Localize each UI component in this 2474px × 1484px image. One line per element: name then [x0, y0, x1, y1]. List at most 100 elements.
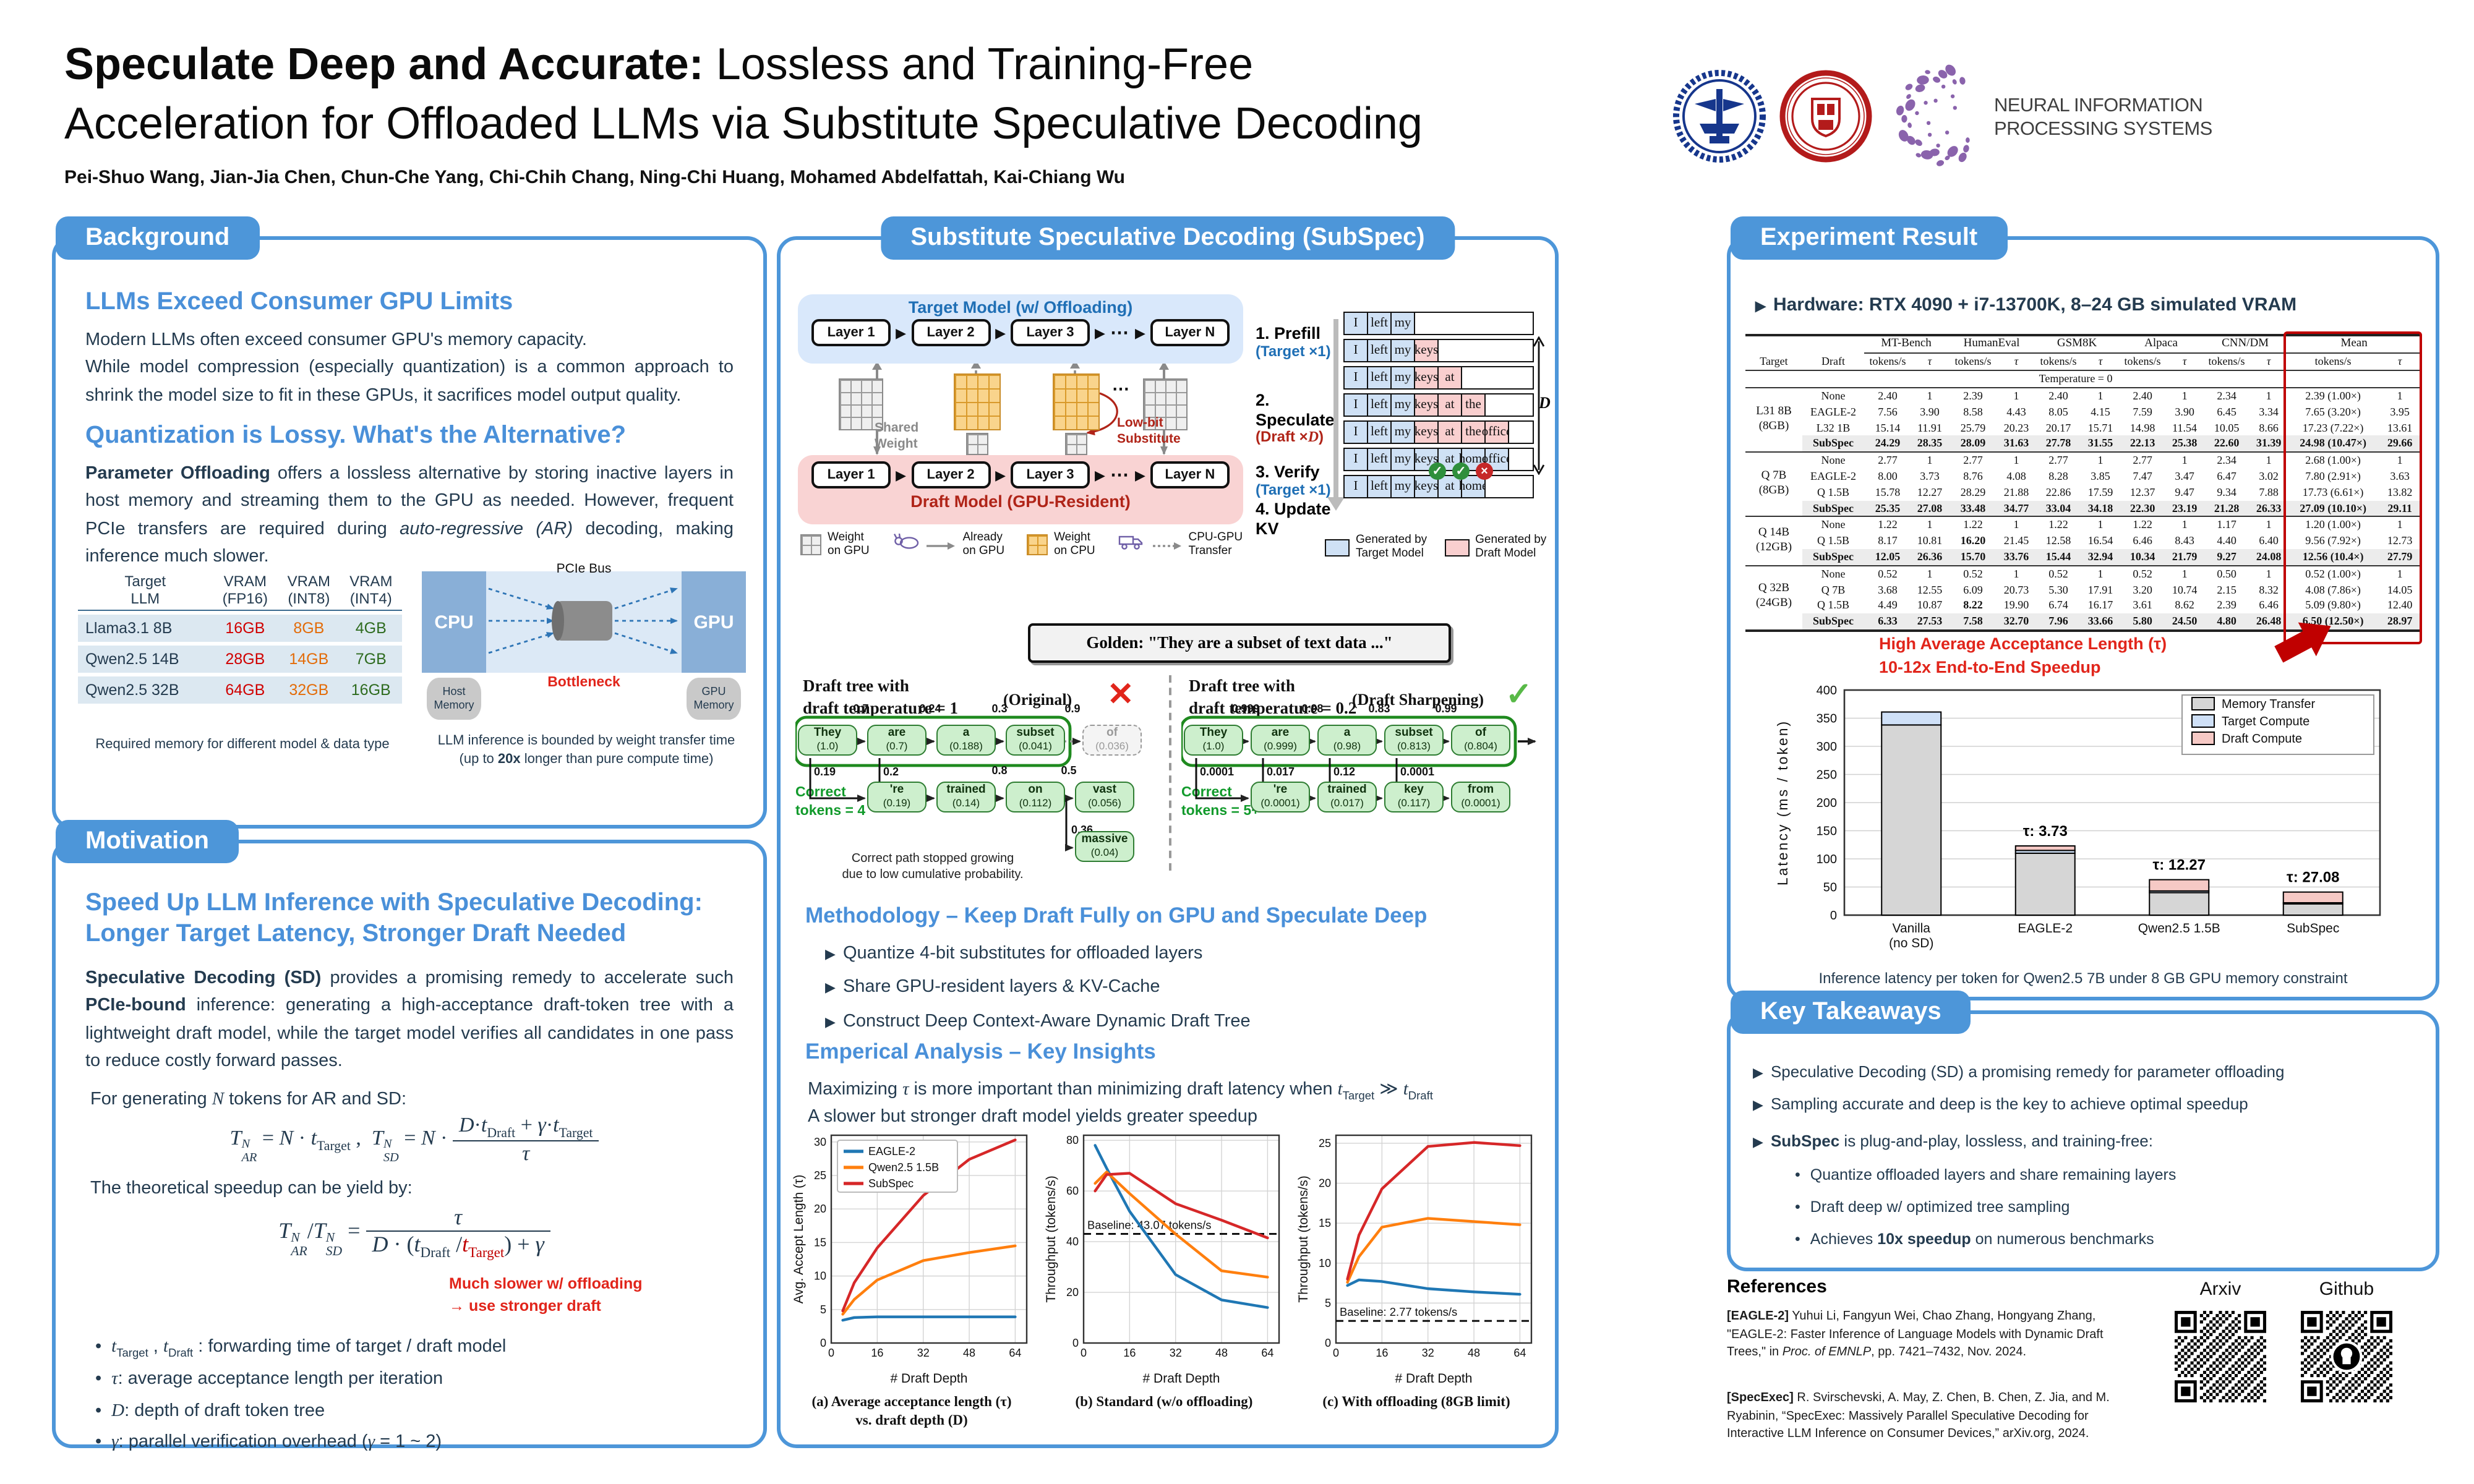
- token-cell: at: [1439, 394, 1462, 416]
- target-layer-n: Layer N: [1150, 319, 1230, 346]
- tree-node: They (1.0): [798, 725, 857, 756]
- result-cell: 9.34: [2217, 485, 2236, 498]
- token-cell: my: [1392, 367, 1415, 388]
- result-row: Q 1.5B 4.49 10.87 8.22 19.90 6.74 16.17 3.61 8.6…: [1745, 598, 2421, 614]
- reference-eagle2: [EAGLE-2] Yuhui Li, Fangyun Wei, Chao Zh…: [1727, 1310, 2104, 1359]
- ellipsis: ⋯: [1110, 323, 1130, 344]
- temperature-note: Temperature = 0: [1864, 370, 2288, 388]
- result-cell: 9.56 (7.92×): [2305, 534, 2361, 547]
- token-cell: my: [1392, 313, 1415, 334]
- token-cell: keys: [1415, 422, 1439, 443]
- result-cell: 31.63: [1998, 435, 2035, 453]
- token-cell: keys: [1415, 367, 1439, 388]
- result-row: Q 7B (8GB) None 2.77 1 2.77 1 2.77 1 2.77 1 2.34 1 2.…: [1745, 452, 2421, 497]
- subspec-panel: Substitute Speculative Decoding (SubSpec…: [777, 216, 1559, 1448]
- ellipsis: ⋯: [1110, 465, 1130, 486]
- result-cell: 1: [2097, 389, 2104, 402]
- result-cell: SubSpec: [1802, 500, 1864, 517]
- takeaway-sub-2: • Achieves 10x speedup on numerous benchm…: [1795, 1230, 2154, 1248]
- result-cell: 6.09: [1963, 583, 1983, 596]
- target-layer-3: Layer 3: [1011, 319, 1090, 346]
- svg-text:48: 48: [963, 1347, 975, 1359]
- takeaway-sub-1: • Draft deep w/ optimized tree sampling: [1795, 1198, 2070, 1216]
- arxiv-label: Arxiv: [2199, 1279, 2241, 1300]
- result-cell: 17.23 (7.22×): [2302, 421, 2364, 434]
- pcie-diagram-caption: LLM inference is bounded by weight trans…: [437, 733, 735, 767]
- takeaway-sub-0: • Quantize offloaded layers and share rem…: [1795, 1166, 2177, 1183]
- token-cell: I: [1345, 476, 1368, 497]
- tree-tag: (Draft Sharpening): [1352, 690, 1484, 709]
- result-cell: Q 1.5B: [1817, 599, 1849, 612]
- result-cell: 8.22: [1963, 599, 1983, 612]
- result-cell: 2.40: [1878, 389, 1898, 402]
- result-cell: 21.79: [2166, 548, 2204, 566]
- tree-node: are (0.999): [1251, 725, 1310, 756]
- svg-text:200: 200: [1817, 796, 1837, 810]
- neurips-text-1: NEURAL INFORMATION: [1994, 95, 2203, 116]
- tree-node: from (0.0001): [1451, 782, 1510, 813]
- result-cell: 8.00: [1878, 469, 1898, 482]
- result-row: Q 1.5B 8.17 10.81 16.20 21.45 12.58 16.54 6.46 8…: [1745, 533, 2421, 549]
- check-icon: ✓: [1505, 675, 1533, 712]
- result-cell: 8.05: [2048, 405, 2068, 418]
- result-cell: 22.30: [2119, 500, 2167, 517]
- result-cell: 26.33: [2250, 500, 2288, 517]
- svg-text:Throughput (tokens/s): Throughput (tokens/s): [1296, 1175, 1311, 1302]
- svg-text:32: 32: [1170, 1347, 1182, 1359]
- references-block: References [EAGLE-2] Yuhui Li, Fangyun W…: [1727, 1276, 2432, 1474]
- svg-text:Draft Compute: Draft Compute: [2222, 732, 2302, 746]
- draft-model-box: Layer 1 ▶ Layer 2 ▶ Layer 3 ▶ ⋯ ▶ Layer N Dr…: [798, 455, 1243, 524]
- red-note-line-1: Much slower w/ offloading: [449, 1275, 643, 1292]
- step-2: 2. Speculate (Draft ×D): [1256, 391, 1335, 446]
- result-row: EAGLE-2 7.56 3.90 8.58 4.43 8.05 4.15 7.59 3.90 6…: [1745, 404, 2421, 420]
- svg-text:0.2: 0.2: [883, 765, 899, 778]
- result-cell: 1.20 (1.00×): [2305, 518, 2361, 531]
- bullet-arrow-icon: ▶: [825, 1015, 836, 1030]
- result-cell: 1: [2266, 567, 2272, 580]
- svg-text:0.0001: 0.0001: [1400, 765, 1434, 778]
- result-cell: 27.53: [1911, 613, 1948, 631]
- token-cell: home: [1459, 476, 1487, 497]
- result-cell: 12.55: [1917, 583, 1943, 596]
- token-cell: my: [1392, 340, 1415, 361]
- takeaway-sub-text-0: Quantize offloaded layers and share rema…: [1810, 1166, 2177, 1183]
- empirical-heading: Emperical Analysis – Key Insights: [805, 1039, 1156, 1064]
- svg-text:20: 20: [1066, 1286, 1079, 1298]
- result-cell: 26.36: [1911, 548, 1948, 566]
- svg-text:0.12: 0.12: [1333, 765, 1355, 778]
- subspec-panel-title: Substitute Speculative Decoding (SubSpec…: [881, 216, 1455, 260]
- vram-row: Llama3.1 8B 16GB 8GB 4GB: [78, 614, 402, 642]
- result-cell: 0.52: [1878, 567, 1898, 580]
- arrow-right-icon: ▶: [1095, 326, 1105, 341]
- result-cell: 21.88: [2003, 485, 2029, 498]
- result-cell: 33.04: [2035, 500, 2082, 517]
- takeaway-0: ▶ Speculative Decoding (SD) a promising r…: [1753, 1061, 2413, 1083]
- methodology-item-1: Share GPU-resident layers & KV-Cache: [842, 977, 1160, 997]
- takeaways-panel: Key Takeaways ▶ Speculative Decoding (SD)…: [1727, 991, 2439, 1271]
- result-cell: 4.80: [2203, 613, 2251, 631]
- result-cell: 25.38: [2166, 435, 2204, 453]
- grid-ellipsis: ⋯: [1112, 378, 1129, 398]
- result-cell: 3.61: [2133, 599, 2152, 612]
- svg-text:0: 0: [828, 1347, 834, 1359]
- result-cell: 17.59: [2087, 485, 2113, 498]
- result-cell: 2.34: [2217, 454, 2236, 467]
- tree-node: are (0.7): [867, 725, 927, 756]
- result-cell: 11.91: [1917, 421, 1942, 434]
- vram-cell: 4GB: [340, 614, 402, 642]
- vram-row: Qwen2.5 32B 64GB 32GB 16GB: [78, 676, 402, 704]
- result-cell: 3.63: [2390, 469, 2410, 482]
- result-cell: 3.95: [2390, 405, 2410, 418]
- result-cell: 3.73: [1920, 469, 1940, 482]
- result-cell: 6.40: [2259, 534, 2279, 547]
- token-cell: I: [1345, 313, 1368, 334]
- motivation-intro-2: The theoretical speedup can be yield by:: [90, 1179, 413, 1198]
- result-cell: 12.58: [2045, 534, 2071, 547]
- result-cell: 17.73 (6.61×): [2302, 485, 2364, 498]
- result-cell: Q 1.5B: [1817, 534, 1849, 547]
- chart-b-block: 0 16 32 48 64 0 20 40 60 80 # Draft Depth Throughpu…: [1043, 1125, 1285, 1412]
- cpu-block: CPU: [422, 571, 486, 673]
- motivation-bullet-2: D: depth of draft token tree: [111, 1401, 325, 1421]
